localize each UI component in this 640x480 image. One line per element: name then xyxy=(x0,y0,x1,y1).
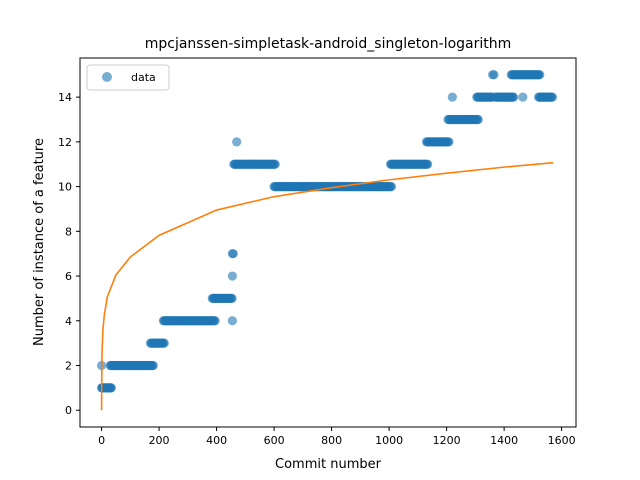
data-point xyxy=(447,92,457,102)
data-point xyxy=(444,137,454,147)
legend-label: data xyxy=(131,71,156,84)
data-point xyxy=(227,271,237,281)
x-tick-label: 0 xyxy=(98,434,105,447)
data-point xyxy=(547,92,558,102)
x-tick-label: 200 xyxy=(149,434,170,447)
axes-frame xyxy=(79,57,577,428)
x-tick-label: 1200 xyxy=(433,434,461,447)
y-tick-label: 10 xyxy=(58,181,72,194)
data-point xyxy=(489,70,499,80)
data-point xyxy=(228,249,238,259)
y-tick-label: 2 xyxy=(65,360,72,373)
data-point xyxy=(232,137,242,147)
data-point xyxy=(386,181,396,192)
data-point xyxy=(535,70,545,80)
x-tick-label: 1600 xyxy=(548,434,576,447)
data-point xyxy=(148,360,158,371)
y-tick-label: 6 xyxy=(65,270,72,283)
y-tick-label: 0 xyxy=(65,404,72,417)
y-axis: 0 2 4 6 8 10 12 14 xyxy=(58,91,80,417)
x-tick-label: 400 xyxy=(206,434,227,447)
x-tick-label: 800 xyxy=(321,434,342,447)
y-tick-label: 12 xyxy=(58,136,72,149)
data-point xyxy=(508,92,519,102)
data-point xyxy=(518,92,528,102)
y-axis-label: Number of instance of a feature xyxy=(32,138,47,346)
data-point xyxy=(159,338,169,348)
data-point xyxy=(423,159,433,169)
data-point xyxy=(227,293,237,304)
x-tick-label: 600 xyxy=(264,434,285,447)
x-axis-label: Commit number xyxy=(275,457,382,472)
x-tick-label: 1000 xyxy=(375,434,403,447)
data-point xyxy=(270,159,280,169)
fit-line xyxy=(100,161,554,411)
plot-area xyxy=(96,70,558,411)
x-axis: 0 200 400 600 800 1000 1200 1400 1600 xyxy=(98,427,576,447)
data-point xyxy=(106,383,116,393)
chart-title: mpcjanssen-simpletask-android_singleton-… xyxy=(145,36,512,52)
y-tick-label: 8 xyxy=(65,225,72,238)
y-tick-label: 4 xyxy=(65,315,72,328)
data-point xyxy=(473,114,483,125)
legend-box xyxy=(86,64,170,91)
legend: data xyxy=(86,64,170,91)
x-tick-label: 1400 xyxy=(490,434,518,447)
data-point xyxy=(227,316,237,326)
legend-marker xyxy=(102,72,112,82)
data-point xyxy=(210,316,220,326)
y-tick-label: 14 xyxy=(58,91,72,104)
